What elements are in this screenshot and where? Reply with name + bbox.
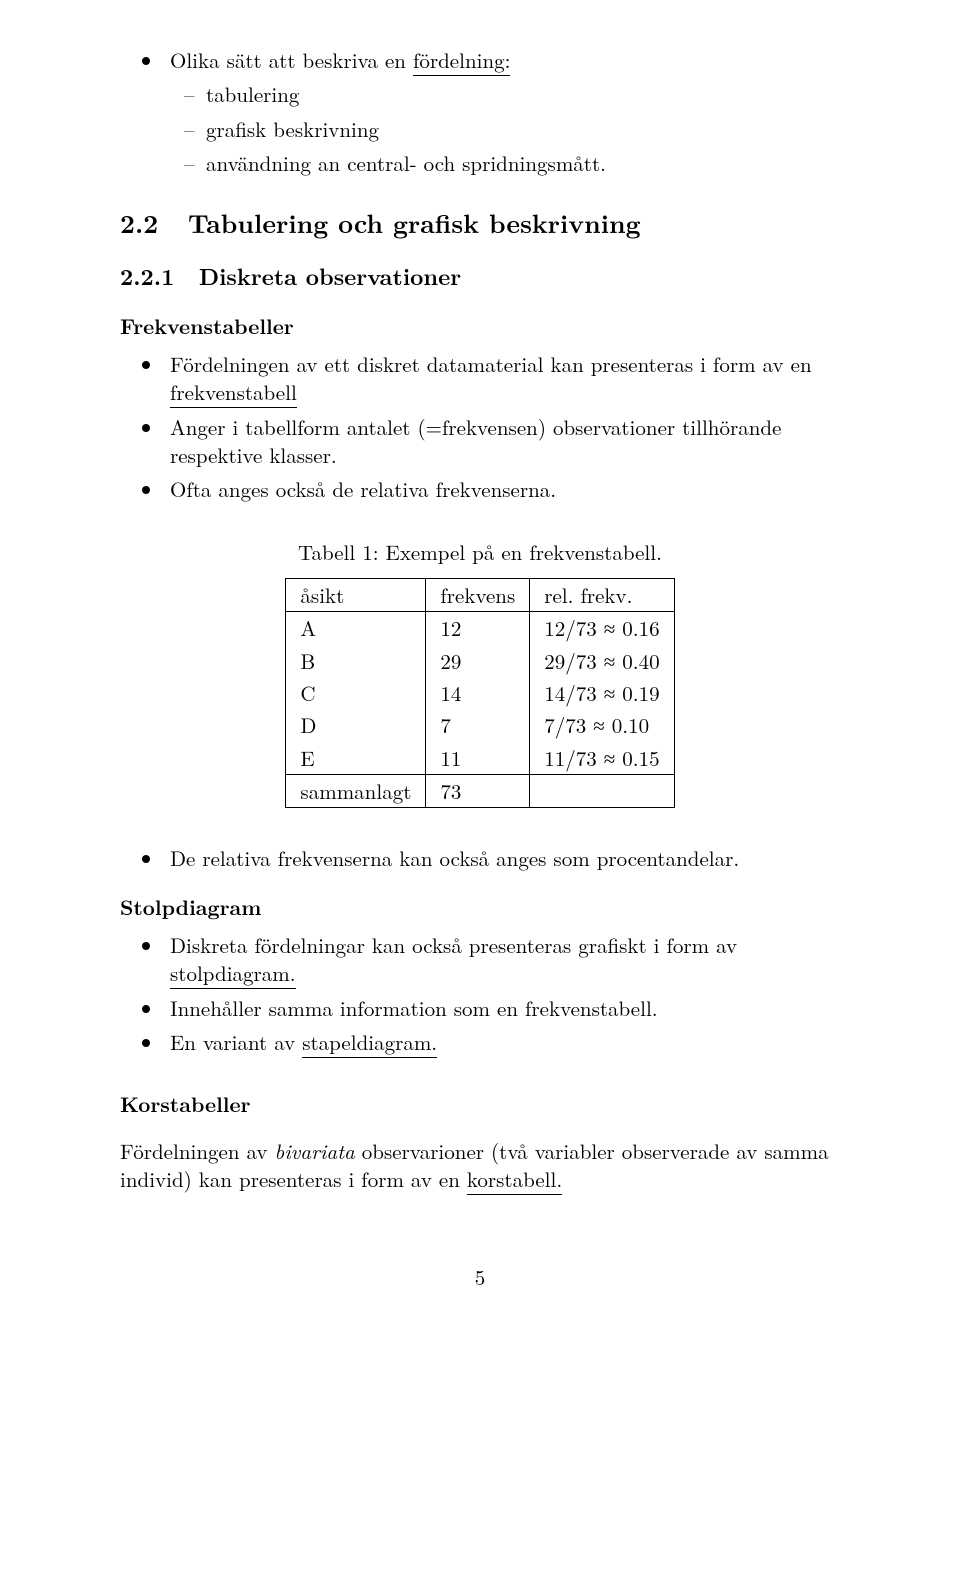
table-cell: 11 bbox=[426, 742, 530, 775]
subsection-title: Diskreta observationer bbox=[199, 259, 461, 292]
table-cell: 14/73 ≈ 0.19 bbox=[530, 677, 674, 709]
frequency-table: åsikt frekvens rel. frekv. A1212/73 ≈ 0.… bbox=[285, 578, 674, 808]
list-item-text-pre: Fördelningen av ett diskret datamaterial… bbox=[170, 349, 812, 379]
list-item: Diskreta fördelningar kan också presente… bbox=[164, 931, 840, 988]
table-cell: D bbox=[286, 709, 426, 741]
section-title: Tabulering och grafisk beskrivning bbox=[188, 204, 641, 241]
page-number: 5 bbox=[120, 1263, 840, 1291]
table-cell: C bbox=[286, 677, 426, 709]
list-item: Fördelningen av ett diskret datamaterial… bbox=[164, 350, 840, 407]
section-heading: 2.2 Tabulering och grafisk beskrivning bbox=[120, 205, 840, 240]
table-caption: Tabell 1: Exempel på en frekvenstabell. bbox=[120, 538, 840, 566]
table-row: A1212/73 ≈ 0.16 bbox=[286, 612, 674, 645]
table-cell: 29/73 ≈ 0.40 bbox=[530, 645, 674, 677]
intro-dash-list: tabulering grafisk beskrivning användnin… bbox=[170, 80, 840, 177]
stolpdiagram-list: Diskreta fördelningar kan också presente… bbox=[120, 931, 840, 1056]
table-row: D77/73 ≈ 0.10 bbox=[286, 709, 674, 741]
korstabeller-heading: Korstabeller bbox=[120, 1090, 840, 1118]
list-item-text-pre: En variant av bbox=[170, 1027, 302, 1057]
table-cell: E bbox=[286, 742, 426, 775]
table-header: frekvens bbox=[426, 578, 530, 611]
list-item: Ofta anges också de relativa frekvensern… bbox=[164, 475, 840, 503]
list-item: Anger i tabellform antalet (=frekvensen)… bbox=[164, 413, 840, 470]
table-header: åsikt bbox=[286, 578, 426, 611]
list-item: De relativa frekvenserna kan också anges… bbox=[164, 844, 840, 872]
frekvenstabeller-list: Fördelningen av ett diskret datamaterial… bbox=[120, 350, 840, 504]
table-cell: 12/73 ≈ 0.16 bbox=[530, 612, 674, 645]
list-item-underlined: stapeldiagram. bbox=[302, 1027, 437, 1058]
frekvenstabeller-heading: Frekvenstabeller bbox=[120, 312, 840, 340]
table-cell: 7/73 ≈ 0.10 bbox=[530, 709, 674, 741]
table-cell: A bbox=[286, 612, 426, 645]
list-item: Innehåller samma information som en frek… bbox=[164, 994, 840, 1022]
list-item-underlined: frekvenstabell bbox=[170, 377, 297, 408]
table-cell: sammanlagt bbox=[286, 774, 426, 807]
para-underlined: korstabell. bbox=[467, 1164, 562, 1195]
table-row: B2929/73 ≈ 0.40 bbox=[286, 645, 674, 677]
intro-dash-item: användning an central- och spridningsmåt… bbox=[206, 149, 840, 177]
section-number: 2.2 bbox=[120, 205, 178, 240]
subsection-number: 2.2.1 bbox=[120, 260, 190, 291]
list-item-underlined: stolpdiagram. bbox=[170, 958, 296, 989]
para-italic: bivariata bbox=[275, 1136, 355, 1166]
korstabeller-paragraph: Fördelningen av bivariata observarioner … bbox=[120, 1137, 840, 1194]
intro-dash-item: tabulering bbox=[206, 80, 840, 108]
list-item-text-pre: Diskreta fördelningar kan också presente… bbox=[170, 930, 737, 960]
table-header-row: åsikt frekvens rel. frekv. bbox=[286, 578, 674, 611]
table-row: E1111/73 ≈ 0.15 bbox=[286, 742, 674, 775]
stolpdiagram-heading: Stolpdiagram bbox=[120, 893, 840, 921]
para-text-pre: Fördelningen av bbox=[120, 1136, 275, 1166]
intro-bullet-text-pre: Olika sätt att beskriva en bbox=[170, 45, 413, 75]
intro-bullet: Olika sätt att beskriva en fördelning: t… bbox=[164, 46, 840, 177]
intro-bullet-underlined: fördelning: bbox=[413, 45, 511, 76]
table-total-row: sammanlagt 73 bbox=[286, 774, 674, 807]
table-cell: B bbox=[286, 645, 426, 677]
table-row: C1414/73 ≈ 0.19 bbox=[286, 677, 674, 709]
table-cell: 14 bbox=[426, 677, 530, 709]
table-cell: 73 bbox=[426, 774, 530, 807]
intro-bullet-list: Olika sätt att beskriva en fördelning: t… bbox=[120, 46, 840, 177]
table-cell: 7 bbox=[426, 709, 530, 741]
table-cell: 12 bbox=[426, 612, 530, 645]
table-cell bbox=[530, 774, 674, 807]
table-cell: 11/73 ≈ 0.15 bbox=[530, 742, 674, 775]
subsection-heading: 2.2.1 Diskreta observationer bbox=[120, 260, 840, 291]
after-table-list: De relativa frekvenserna kan också anges… bbox=[120, 844, 840, 872]
table-header: rel. frekv. bbox=[530, 578, 674, 611]
list-item: En variant av stapeldiagram. bbox=[164, 1028, 840, 1056]
intro-dash-item: grafisk beskrivning bbox=[206, 115, 840, 143]
table-cell: 29 bbox=[426, 645, 530, 677]
